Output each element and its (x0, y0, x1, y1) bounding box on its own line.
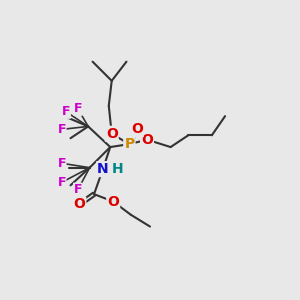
Text: O: O (74, 197, 85, 212)
Text: F: F (74, 183, 82, 196)
Text: F: F (57, 176, 66, 189)
Text: O: O (141, 133, 153, 147)
Text: H: H (112, 162, 123, 176)
Text: F: F (62, 105, 70, 118)
Text: O: O (107, 194, 119, 208)
Text: O: O (131, 122, 143, 136)
Text: N: N (97, 162, 109, 176)
Text: F: F (57, 157, 66, 170)
Text: P: P (124, 137, 134, 151)
Text: O: O (106, 127, 118, 141)
Text: F: F (74, 102, 82, 115)
Text: F: F (57, 123, 66, 136)
